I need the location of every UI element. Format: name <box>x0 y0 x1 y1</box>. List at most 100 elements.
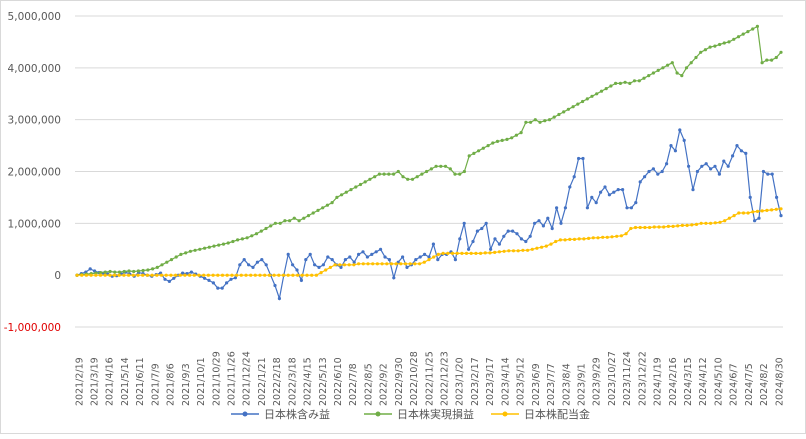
data-point <box>572 175 576 179</box>
data-point <box>423 252 427 256</box>
data-point <box>736 35 741 39</box>
data-point <box>671 224 675 228</box>
data-point <box>108 273 112 277</box>
data-point <box>524 239 528 244</box>
data-point <box>396 169 400 174</box>
data-point <box>731 154 735 158</box>
data-point <box>361 250 365 254</box>
data-point <box>700 164 704 168</box>
data-point <box>127 273 131 277</box>
data-point <box>661 66 665 70</box>
series-2 <box>75 24 783 277</box>
data-point <box>774 55 778 60</box>
data-point <box>502 249 506 253</box>
data-point <box>302 216 306 220</box>
data-point <box>477 149 481 153</box>
data-point <box>236 238 240 242</box>
data-point <box>311 211 315 215</box>
data-point <box>229 277 233 281</box>
data-point <box>242 258 246 262</box>
data-point <box>557 112 561 117</box>
data-point <box>524 120 528 124</box>
data-point <box>514 133 519 137</box>
data-point <box>159 273 164 277</box>
x-tick-label: 2021/2/19 <box>74 357 85 406</box>
data-point <box>544 244 548 248</box>
data-point <box>732 214 736 218</box>
data-point <box>122 269 126 274</box>
data-point <box>179 252 183 256</box>
data-point <box>760 61 764 65</box>
data-point <box>325 203 329 207</box>
data-point <box>615 234 619 238</box>
x-tick-label: 2023/11/24 <box>622 351 633 406</box>
data-point <box>254 232 259 236</box>
x-tick-label: 2022/1/21 <box>257 357 268 406</box>
data-point <box>704 221 708 225</box>
data-point <box>656 172 660 176</box>
legend-item: 日本株実現損益 <box>364 407 474 421</box>
data-point <box>418 255 422 259</box>
y-axis-tick-labels: 5,000,000 4,000,000 3,000,000 2,000,000 1,00… <box>4 11 61 334</box>
data-point <box>220 286 224 290</box>
data-point <box>80 273 84 277</box>
legend: 日本株含み益 日本株実現損益 日本株配当金 <box>231 407 590 421</box>
x-tick-label: 2023/7/7 <box>546 363 557 406</box>
data-point <box>272 273 276 277</box>
data-point <box>304 258 308 262</box>
data-point <box>216 273 220 277</box>
data-point <box>267 273 271 277</box>
data-point <box>89 273 93 277</box>
x-tick-label: 2024/7/5 <box>744 363 755 406</box>
data-point <box>533 221 537 225</box>
data-point <box>675 71 679 75</box>
data-point <box>316 208 320 212</box>
data-point <box>709 221 713 225</box>
data-point <box>559 221 563 225</box>
data-point <box>249 273 253 277</box>
data-point <box>587 236 591 240</box>
data-point <box>439 164 443 168</box>
data-point <box>212 244 216 248</box>
data-point <box>577 156 581 161</box>
data-point <box>255 260 259 264</box>
data-point <box>410 177 415 181</box>
data-point <box>770 172 774 176</box>
data-point <box>737 211 741 215</box>
data-point <box>352 260 356 264</box>
legend-label: 日本株含み益 <box>264 407 330 421</box>
data-point <box>480 226 484 231</box>
x-tick-label: 2022/4/15 <box>303 357 314 406</box>
data-point <box>108 269 112 274</box>
data-point <box>141 273 145 277</box>
data-point <box>460 251 464 255</box>
data-point <box>155 273 159 277</box>
data-point <box>491 141 495 145</box>
data-point <box>361 262 365 266</box>
data-point <box>425 169 429 174</box>
data-point <box>235 273 239 277</box>
data-point <box>497 242 501 246</box>
data-point <box>281 273 286 277</box>
data-point <box>297 219 301 223</box>
data-point <box>278 221 282 225</box>
y-tick-label: 2,000,000 <box>8 167 61 179</box>
data-point <box>117 273 121 277</box>
data-point <box>610 235 614 239</box>
data-point <box>306 214 311 218</box>
data-point <box>436 258 440 262</box>
data-point <box>691 188 695 192</box>
data-point <box>450 251 455 255</box>
data-point <box>599 190 603 194</box>
data-point <box>458 172 462 176</box>
data-point <box>103 270 107 274</box>
x-tick-label: 2021/4/16 <box>105 357 116 406</box>
data-point <box>206 273 210 277</box>
data-point <box>273 283 277 288</box>
data-point <box>113 270 117 274</box>
x-tick-label: 2023/10/27 <box>607 351 618 406</box>
data-point <box>566 107 571 111</box>
x-tick-label: 2023/9/1 <box>576 363 587 406</box>
data-point <box>614 81 618 85</box>
data-point <box>547 118 552 122</box>
